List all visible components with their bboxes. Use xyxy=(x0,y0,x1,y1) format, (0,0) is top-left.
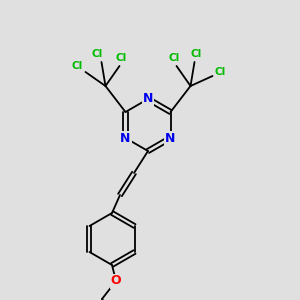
Text: Cl: Cl xyxy=(116,53,127,63)
Text: Cl: Cl xyxy=(191,49,202,59)
Text: O: O xyxy=(111,274,121,287)
Text: Cl: Cl xyxy=(169,53,180,63)
Text: Cl: Cl xyxy=(72,61,83,71)
Text: N: N xyxy=(143,92,153,106)
Text: Cl: Cl xyxy=(92,49,103,59)
Text: N: N xyxy=(120,131,131,145)
Text: N: N xyxy=(165,131,176,145)
Text: Cl: Cl xyxy=(215,67,226,77)
